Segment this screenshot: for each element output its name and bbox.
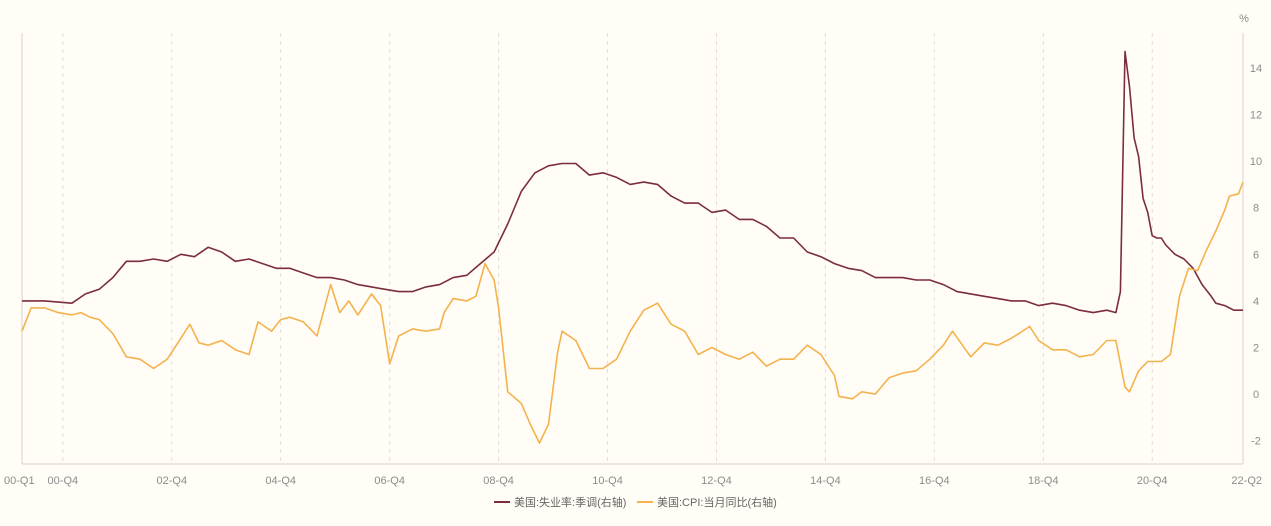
x-tick-label: 20-Q4 bbox=[1137, 475, 1168, 487]
legend-label-unemployment: 美国:失业率:季调(右轴) bbox=[514, 495, 626, 509]
x-tick-label: 18-Q4 bbox=[1028, 475, 1059, 487]
x-tick-labels: 00-Q1 00-Q4 02-Q4 04-Q4 06-Q4 08-Q4 10-Q4 12-Q4… bbox=[4, 475, 1262, 487]
y-tick-labels: -2 0 2 4 6 8 10 12 14 bbox=[1250, 63, 1262, 448]
legend-item-cpi[interactable]: 美国:CPI:当月同比(右轴) bbox=[637, 495, 777, 509]
x-tick-label: 00-Q1 bbox=[4, 475, 35, 487]
x-tick-label: 00-Q4 bbox=[48, 475, 79, 487]
y-unit-label: % bbox=[1239, 13, 1249, 25]
y-tick-label: 2 bbox=[1253, 343, 1259, 355]
y-tick-label: 4 bbox=[1253, 296, 1259, 308]
y-tick-label: 14 bbox=[1250, 63, 1262, 75]
x-tick-label: 10-Q4 bbox=[592, 475, 623, 487]
y-tick-label: 12 bbox=[1250, 110, 1262, 122]
legend-item-unemployment[interactable]: 美国:失业率:季调(右轴) bbox=[494, 495, 626, 509]
series-line-cpi bbox=[21, 181, 1244, 444]
y-tick-label: 0 bbox=[1253, 389, 1259, 401]
axes bbox=[21, 33, 1244, 465]
grid-lines bbox=[62, 33, 1153, 464]
legend-label-cpi: 美国:CPI:当月同比(右轴) bbox=[657, 495, 777, 509]
x-tick-label: 06-Q4 bbox=[374, 475, 405, 487]
y-tick-label: -2 bbox=[1251, 436, 1261, 448]
x-tick-label: 22-Q2 bbox=[1231, 475, 1262, 487]
x-tick-label: 12-Q4 bbox=[701, 475, 732, 487]
series-lines bbox=[21, 50, 1244, 444]
x-tick-label: 08-Q4 bbox=[483, 475, 514, 487]
y-tick-label: 6 bbox=[1253, 249, 1259, 261]
legend: 美国:失业率:季调(右轴) 美国:CPI:当月同比(右轴) bbox=[494, 495, 777, 509]
y-tick-label: 8 bbox=[1253, 203, 1259, 215]
x-tick-label: 04-Q4 bbox=[265, 475, 296, 487]
series-line-unemployment bbox=[22, 50, 1243, 314]
x-tick-label: 16-Q4 bbox=[919, 475, 950, 487]
x-tick-label: 02-Q4 bbox=[156, 475, 187, 487]
x-tick-label: 14-Q4 bbox=[810, 475, 841, 487]
y-tick-label: 10 bbox=[1250, 156, 1262, 168]
